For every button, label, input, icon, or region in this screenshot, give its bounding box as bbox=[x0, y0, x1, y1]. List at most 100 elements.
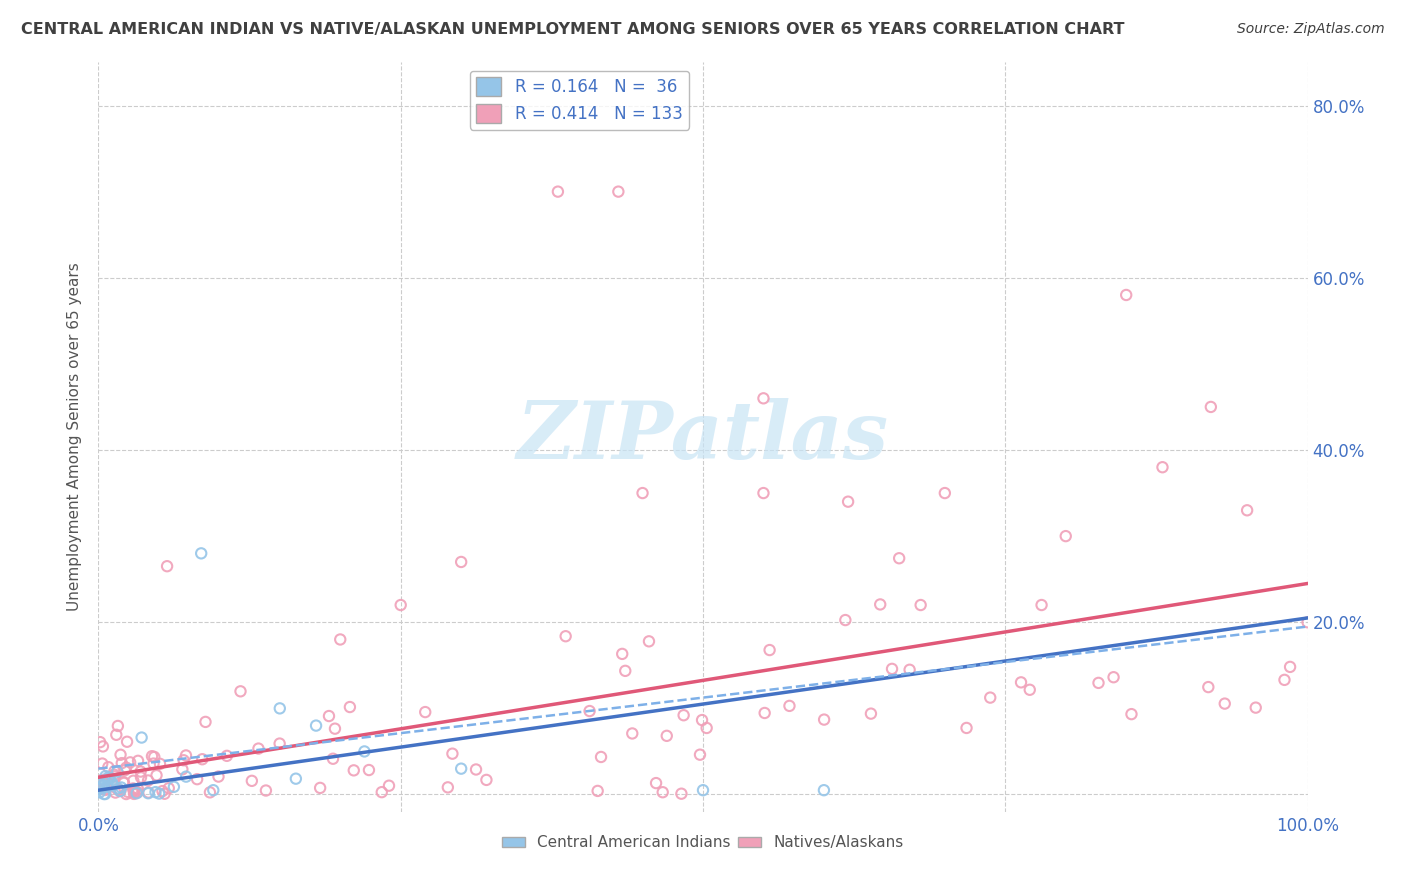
Point bbox=[607, 185, 630, 199]
Point bbox=[671, 787, 693, 801]
Point bbox=[305, 718, 328, 732]
Point bbox=[413, 705, 436, 719]
Point bbox=[127, 754, 149, 768]
Point bbox=[357, 763, 380, 777]
Point bbox=[107, 782, 129, 797]
Point bbox=[371, 785, 394, 799]
Point bbox=[339, 700, 361, 714]
Point bbox=[98, 772, 121, 787]
Point bbox=[631, 486, 654, 500]
Point bbox=[813, 783, 835, 797]
Point bbox=[112, 775, 135, 789]
Point bbox=[96, 780, 118, 794]
Point bbox=[1087, 676, 1109, 690]
Point bbox=[692, 783, 714, 797]
Point bbox=[859, 706, 882, 721]
Point bbox=[101, 778, 124, 792]
Point bbox=[322, 752, 344, 766]
Point bbox=[554, 629, 576, 643]
Point bbox=[138, 785, 160, 799]
Point bbox=[129, 771, 152, 785]
Point bbox=[98, 772, 121, 786]
Point bbox=[578, 704, 600, 718]
Point bbox=[105, 728, 128, 742]
Point bbox=[638, 634, 661, 648]
Point bbox=[1152, 460, 1174, 475]
Point bbox=[910, 598, 932, 612]
Point bbox=[104, 769, 127, 783]
Point bbox=[1274, 673, 1296, 687]
Point bbox=[89, 782, 111, 797]
Point bbox=[94, 769, 117, 783]
Point bbox=[101, 775, 124, 789]
Point bbox=[103, 764, 125, 779]
Point bbox=[1018, 682, 1040, 697]
Point bbox=[1236, 503, 1258, 517]
Point bbox=[198, 785, 221, 799]
Point bbox=[979, 690, 1001, 705]
Point bbox=[614, 664, 637, 678]
Point bbox=[96, 781, 118, 796]
Point bbox=[115, 735, 138, 749]
Point bbox=[142, 756, 165, 771]
Point bbox=[124, 786, 146, 800]
Point bbox=[752, 392, 775, 406]
Point bbox=[117, 785, 139, 799]
Point bbox=[343, 764, 366, 778]
Point bbox=[586, 784, 609, 798]
Point bbox=[108, 784, 131, 798]
Point bbox=[389, 598, 412, 612]
Point bbox=[190, 546, 212, 560]
Point bbox=[1010, 675, 1032, 690]
Point bbox=[612, 647, 634, 661]
Point bbox=[955, 721, 977, 735]
Point bbox=[247, 741, 270, 756]
Point bbox=[90, 780, 112, 795]
Point bbox=[127, 782, 149, 797]
Point bbox=[173, 753, 195, 767]
Point bbox=[202, 783, 225, 797]
Text: ZIPatlas: ZIPatlas bbox=[517, 399, 889, 475]
Point bbox=[120, 756, 142, 770]
Point bbox=[157, 781, 180, 796]
Point bbox=[229, 684, 252, 698]
Point bbox=[89, 777, 111, 791]
Point bbox=[880, 662, 903, 676]
Point bbox=[672, 708, 695, 723]
Point bbox=[174, 770, 197, 784]
Point bbox=[129, 764, 152, 779]
Point bbox=[778, 698, 800, 713]
Point bbox=[125, 786, 148, 800]
Point bbox=[114, 763, 136, 777]
Point bbox=[758, 643, 780, 657]
Point bbox=[105, 764, 128, 779]
Point bbox=[174, 748, 197, 763]
Point bbox=[149, 756, 172, 771]
Point bbox=[194, 714, 217, 729]
Point bbox=[450, 762, 472, 776]
Point bbox=[898, 663, 921, 677]
Y-axis label: Unemployment Among Seniors over 65 years: Unemployment Among Seniors over 65 years bbox=[67, 263, 83, 611]
Point bbox=[869, 598, 891, 612]
Point bbox=[136, 786, 159, 800]
Point bbox=[621, 726, 644, 740]
Point bbox=[156, 559, 179, 574]
Point bbox=[145, 768, 167, 782]
Point bbox=[122, 783, 145, 797]
Point bbox=[191, 752, 214, 766]
Point bbox=[1115, 288, 1137, 302]
Point bbox=[143, 750, 166, 764]
Point bbox=[889, 551, 911, 566]
Point bbox=[1213, 697, 1236, 711]
Point bbox=[589, 750, 612, 764]
Point bbox=[323, 722, 346, 736]
Point bbox=[689, 747, 711, 762]
Point bbox=[141, 749, 163, 764]
Point bbox=[163, 780, 186, 794]
Point bbox=[97, 780, 120, 794]
Point bbox=[127, 785, 149, 799]
Point bbox=[934, 486, 956, 500]
Point bbox=[186, 772, 208, 787]
Point bbox=[284, 772, 307, 786]
Point bbox=[752, 486, 775, 500]
